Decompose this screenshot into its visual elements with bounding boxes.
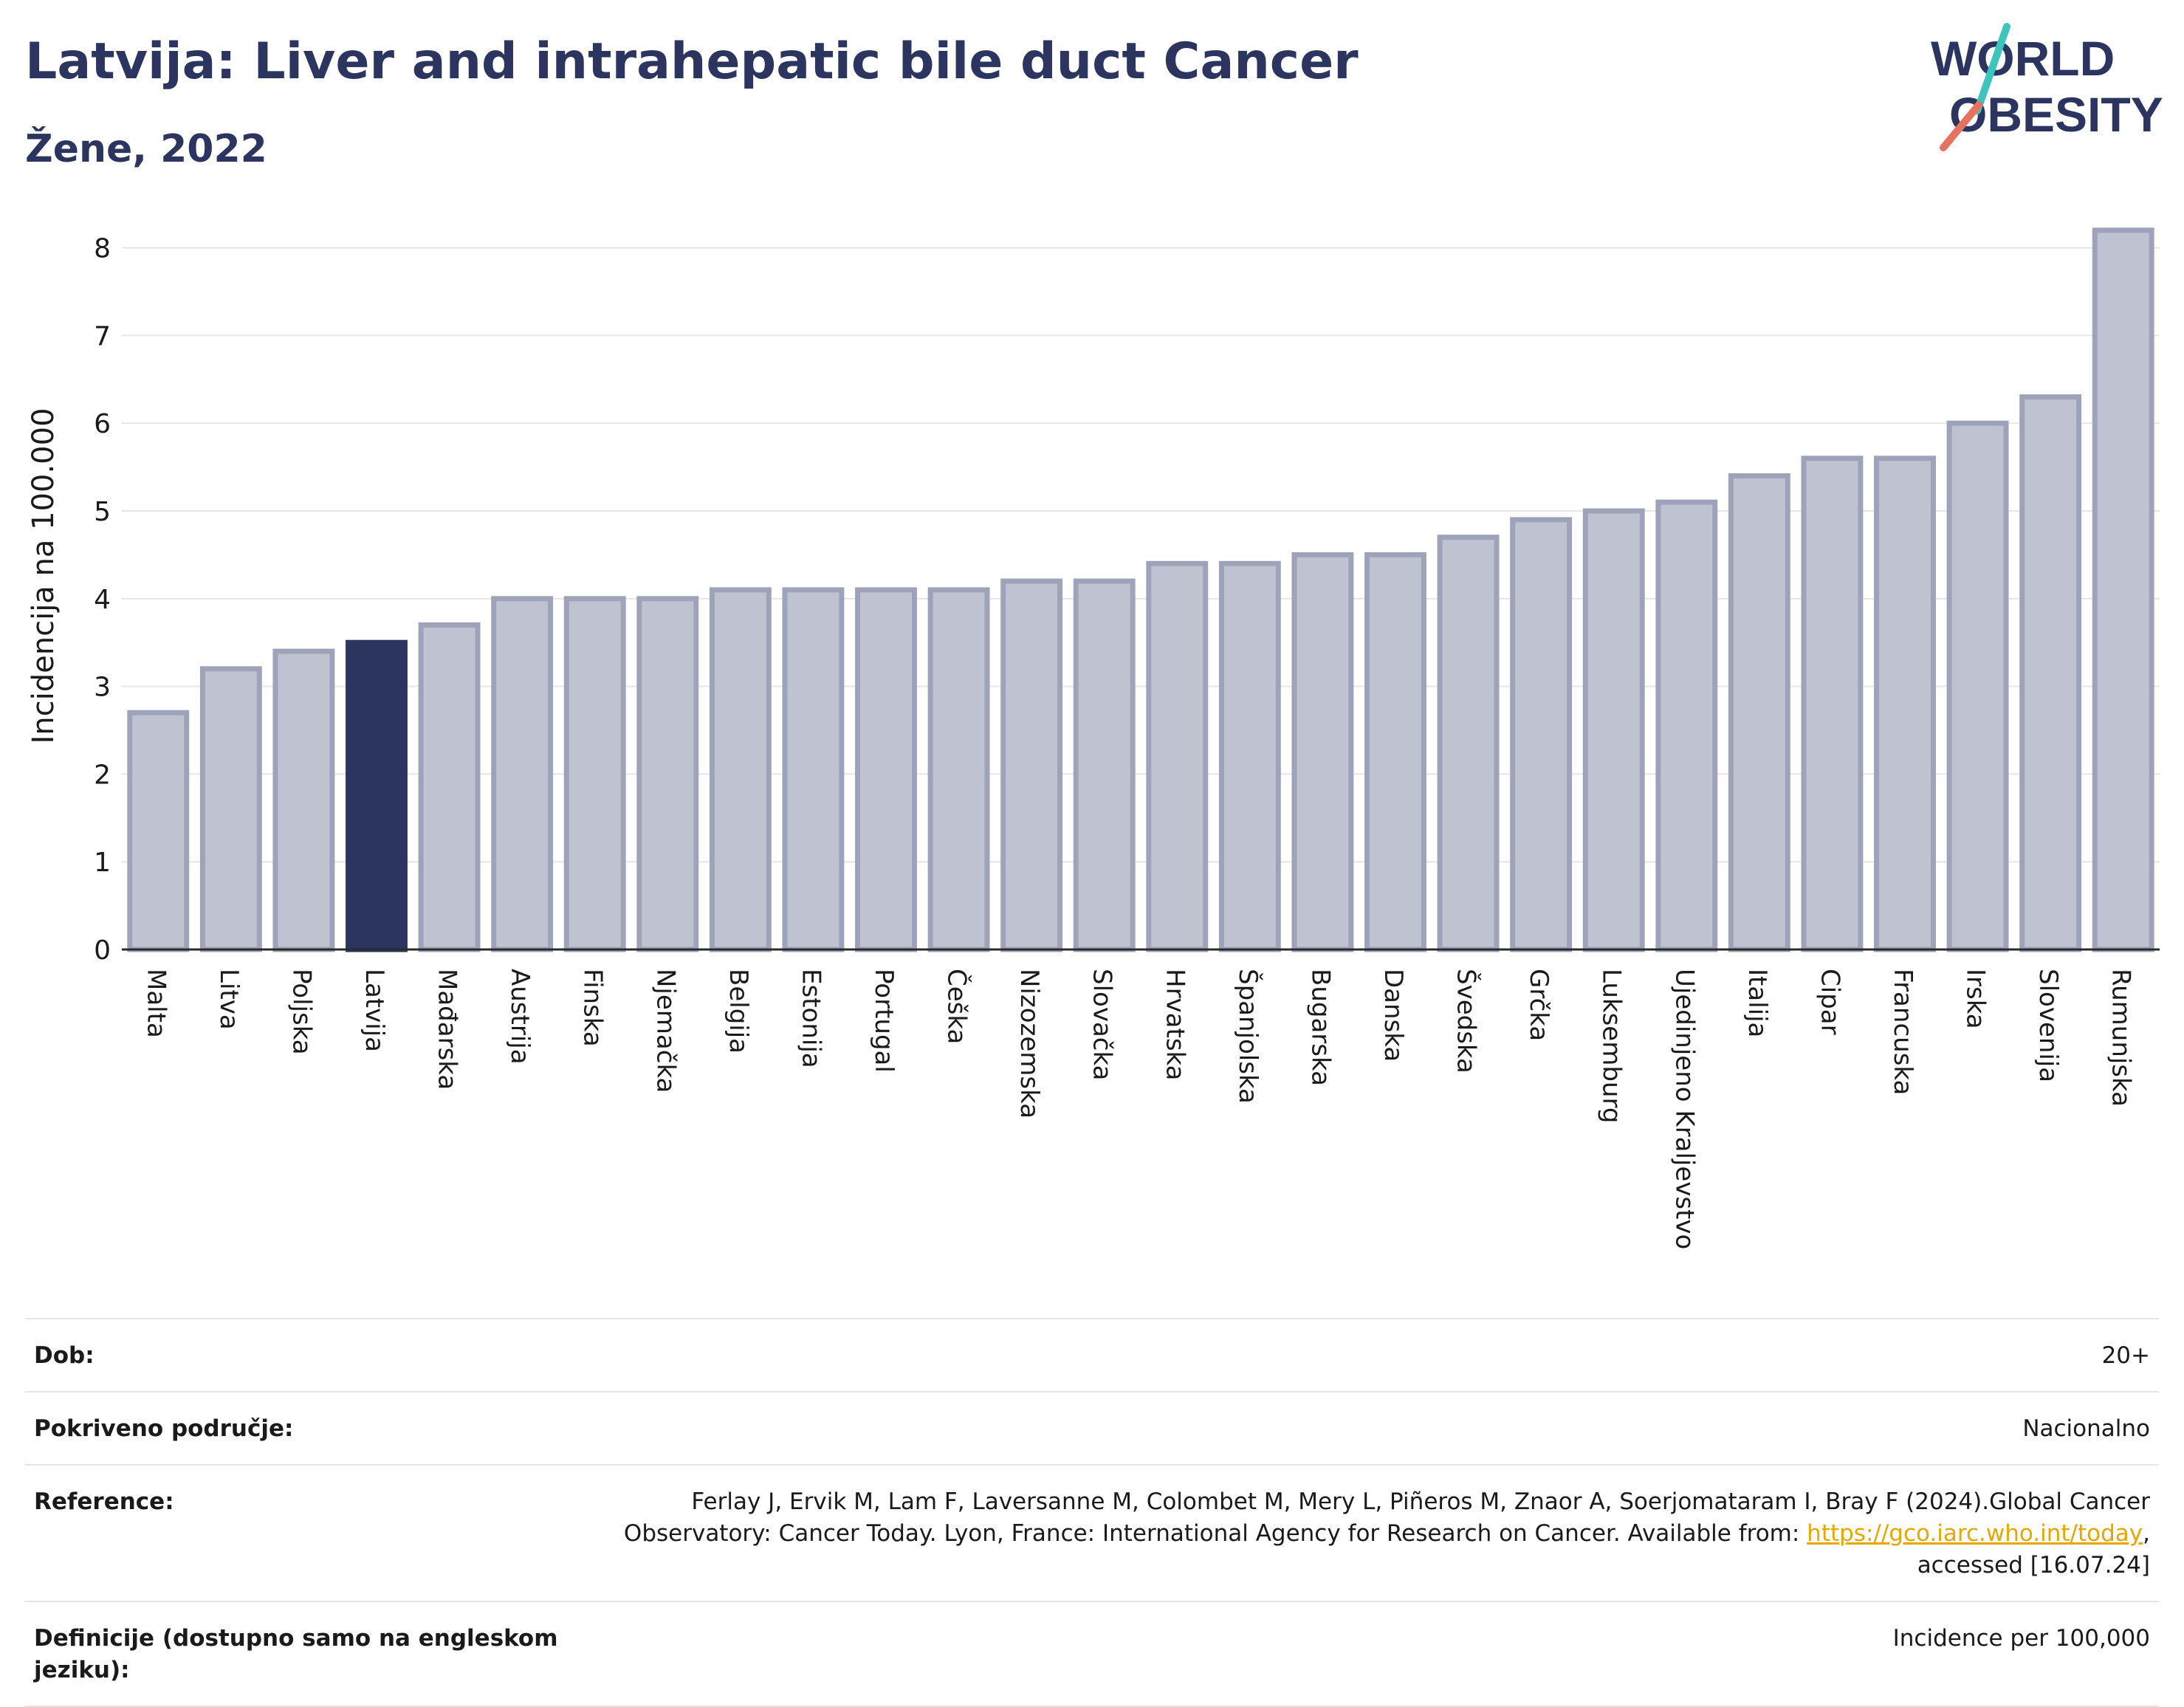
bar	[2092, 227, 2154, 952]
x-tick-label: Estonija	[796, 969, 825, 1068]
x-tick-label: Latvija	[360, 969, 389, 1052]
bar	[1874, 456, 1936, 952]
bar-layer	[122, 227, 2160, 952]
y-tick-label: 4	[94, 585, 111, 615]
bar	[1437, 535, 1500, 952]
x-tick-label: Italija	[1742, 969, 1772, 1037]
x-tick-label: Litva	[214, 969, 244, 1030]
page-title: Latvija: Liver and intrahepatic bile duc…	[25, 32, 1359, 91]
meta-label: Dob:	[34, 1342, 95, 1369]
x-tick-label: Slovačka	[1088, 969, 1117, 1080]
meta-label: Definicije (dostupno samo na engleskom j…	[34, 1625, 558, 1683]
meta-value: Nacionalno	[2022, 1415, 2150, 1442]
x-tick-label: Grčka	[1524, 969, 1553, 1041]
meta-label: Pokriveno područje:	[34, 1415, 294, 1442]
bar	[127, 710, 190, 952]
x-tick-label: Cipar	[1815, 969, 1844, 1035]
x-tick-label: Hrvatska	[1160, 969, 1189, 1080]
logo-slash-red	[1940, 101, 1982, 151]
bar	[1218, 560, 1281, 952]
world-obesity-logo: WORLD OBESITY	[1931, 23, 2163, 151]
meta-row-coverage: Pokriveno područje: Nacionalno	[25, 1391, 2159, 1464]
x-tick-label: Španjolska	[1233, 969, 1263, 1104]
reference-text-end: , accessed [16.07.24]	[1917, 1520, 2150, 1579]
bar	[1582, 508, 1645, 952]
bar	[1146, 560, 1209, 952]
x-tick-label: Mađarska	[433, 969, 462, 1090]
y-tick-label: 5	[94, 497, 111, 527]
x-tick-label: Njemačka	[650, 969, 680, 1093]
meta-row-reference: Reference: Ferlay J, Ervik M, Lam F, Lav…	[25, 1464, 2159, 1601]
x-tick-label: Slovenija	[2033, 969, 2063, 1082]
bar	[1655, 499, 1718, 952]
bar	[491, 596, 554, 952]
y-tick-label: 1	[94, 848, 111, 878]
x-tick-label: Nizozemska	[1014, 969, 1044, 1119]
bar	[636, 596, 699, 952]
bar-chart: 0 1 2 3 4 5 6 7 8 Malta Litva Poljska Latvija Mađars…	[27, 227, 2160, 1249]
bar	[927, 587, 990, 952]
y-tick-label: 2	[94, 760, 111, 790]
y-tick-label: 7	[94, 321, 111, 351]
meta-row-age: Dob: 20+	[25, 1318, 2159, 1391]
bar	[1000, 578, 1063, 952]
bar	[418, 622, 481, 952]
bar	[1291, 552, 1354, 952]
x-tick-label: Portugal	[869, 969, 899, 1073]
x-tick-label: Rumunjska	[2106, 969, 2136, 1107]
y-tick-label: 6	[94, 409, 111, 439]
meta-row-definitions: Definicije (dostupno samo na engleskom j…	[25, 1601, 2159, 1707]
x-tick-label: Poljska	[286, 969, 316, 1055]
x-tick-label: Finska	[578, 969, 608, 1047]
page-subtitle: Žene, 2022	[25, 127, 267, 171]
y-tick-label: 0	[94, 935, 111, 966]
bar	[1364, 552, 1426, 952]
metadata-table: Dob: 20+ Pokriveno područje: Nacionalno …	[25, 1318, 2159, 1707]
bar	[1946, 420, 2009, 952]
bar	[1510, 517, 1573, 952]
bar	[1073, 578, 1136, 952]
bar	[709, 587, 772, 952]
x-tick-label: Danska	[1378, 969, 1408, 1062]
x-tick-label: Belgija	[724, 969, 753, 1054]
x-tick-label: Češka	[942, 969, 972, 1044]
bar	[1728, 473, 1790, 952]
meta-value-reference: Ferlay J, Ervik M, Lam F, Laversanne M, …	[600, 1486, 2150, 1581]
x-tick-label: Austrija	[505, 969, 535, 1065]
y-tick-layer: 0 1 2 3 4 5 6 7 8	[94, 234, 111, 966]
x-tick-label: Malta	[141, 969, 171, 1038]
meta-label: Reference:	[34, 1488, 174, 1515]
y-axis-label: Incidencija na 100.000	[27, 408, 61, 743]
bar	[1801, 456, 1864, 952]
x-tick-layer: Malta Litva Poljska Latvija Mađarska Austrija…	[141, 969, 2135, 1249]
y-tick-label: 3	[94, 673, 111, 703]
logo-slash-teal	[1974, 23, 2010, 114]
y-tick-label: 8	[94, 234, 111, 264]
meta-value: 20+	[2101, 1342, 2150, 1369]
bar	[2019, 394, 2082, 952]
x-tick-label: Švedska	[1452, 969, 1482, 1074]
x-tick-label: Irska	[1961, 969, 1991, 1029]
meta-value: Incidence per 100,000	[1892, 1625, 2150, 1652]
x-tick-label: Luksemburg	[1597, 969, 1627, 1123]
logo-line1: WORLD	[1931, 31, 2115, 86]
bar-highlight	[346, 639, 408, 952]
reference-link[interactable]: https://gco.iarc.who.int/today	[1807, 1520, 2143, 1547]
bar	[563, 596, 626, 952]
x-tick-label: Ujedinjeno Kraljevstvo	[1669, 969, 1699, 1249]
bar	[199, 666, 262, 952]
reference-text: Ferlay J, Ervik M, Lam F, Laversanne M, …	[623, 1488, 2150, 1547]
x-tick-label: Francuska	[1888, 969, 1917, 1095]
bar	[855, 587, 917, 952]
bar	[272, 648, 335, 952]
x-tick-label: Bugarska	[1305, 969, 1335, 1086]
bar	[782, 587, 845, 952]
